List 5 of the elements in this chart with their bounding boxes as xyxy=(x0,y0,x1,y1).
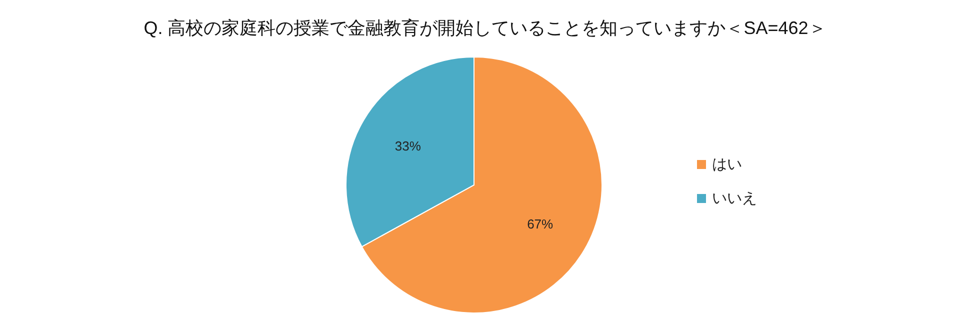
chart-title: Q. 高校の家庭科の授業で金融教育が開始していることを知っていますか＜SA=462＞ xyxy=(142,17,828,40)
data-label: 67% xyxy=(527,216,554,232)
legend-label: いいえ xyxy=(712,188,757,208)
legend-label: はい xyxy=(712,154,742,174)
data-label: 33% xyxy=(394,138,422,154)
